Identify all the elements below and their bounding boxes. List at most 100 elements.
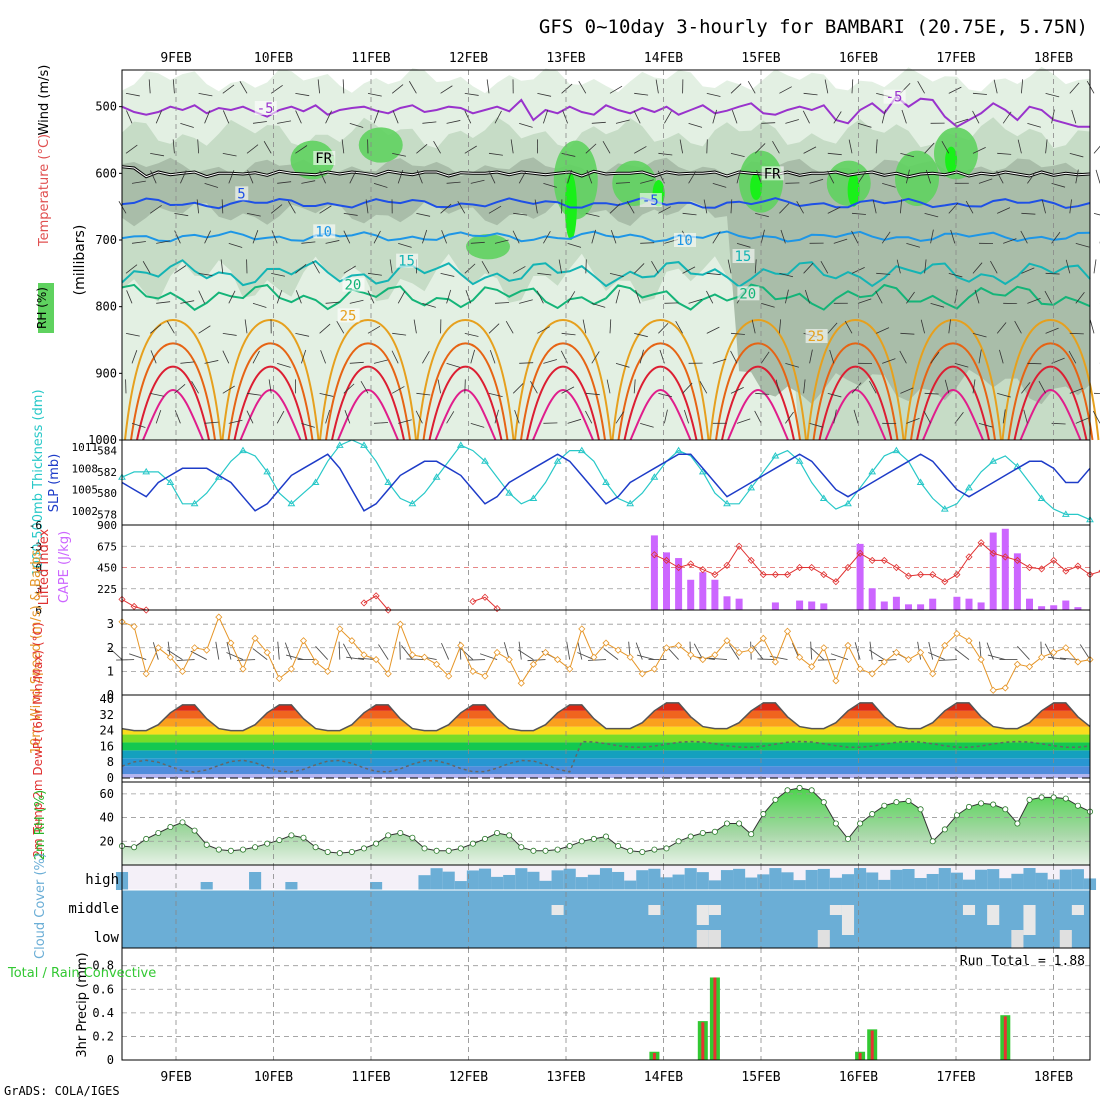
surface-isotherm-arch xyxy=(1013,365,1088,441)
rh-marker xyxy=(1002,806,1009,813)
wind-speed-marker xyxy=(541,648,550,657)
wind-barb xyxy=(125,332,140,337)
cloud-high-bar xyxy=(926,873,939,890)
wind-barb xyxy=(730,350,738,364)
rh-marker xyxy=(131,844,138,851)
wind-barb xyxy=(924,392,939,395)
cloud-high-bar xyxy=(551,870,564,890)
wind-barb xyxy=(978,422,993,428)
wind-barb xyxy=(851,230,859,244)
temp-color-band xyxy=(122,726,1090,735)
isotherm-10 xyxy=(121,230,1091,243)
cape-bar xyxy=(723,596,731,610)
bottom-date-label: 13FEB xyxy=(546,1070,585,1085)
wind-barb xyxy=(706,290,714,304)
li-tick-label: 6 xyxy=(35,604,42,617)
lifted-index-marker xyxy=(493,605,501,613)
wind-barb-10m xyxy=(226,652,244,660)
wind-barb xyxy=(634,92,649,96)
wind-barb xyxy=(882,182,896,188)
freezing-level-inner xyxy=(121,166,1091,178)
wind-barb xyxy=(413,319,417,334)
lifted-index-marker xyxy=(989,549,997,557)
wind-barb xyxy=(941,140,950,154)
wind-speed-marker xyxy=(312,658,320,666)
wind-barb-10m xyxy=(441,642,450,660)
temp-axis-label: 2m Temp 2m DewPt (6hr Min/Max) (°C) xyxy=(31,622,45,857)
thickness-axis-label: 1000-500mb Thickness (dm) xyxy=(31,389,46,576)
precip-tick-label: 0 xyxy=(107,1053,114,1067)
wind-barb xyxy=(295,332,310,337)
rh-marker xyxy=(215,846,222,853)
thickness-marker xyxy=(602,478,610,485)
lifted-index-marker xyxy=(917,571,925,579)
thickness-marker xyxy=(505,489,514,496)
rh-marker xyxy=(615,843,622,850)
wind-barb xyxy=(1045,139,1048,154)
lifted-index-marker xyxy=(675,563,683,572)
top-date-label: 16FEB xyxy=(839,51,878,66)
temp-color-band xyxy=(122,774,1090,779)
cloud-high-bar xyxy=(866,872,879,890)
rh-marker xyxy=(784,787,791,794)
wind-barb xyxy=(397,290,406,304)
cloud-high-bar xyxy=(890,869,903,890)
wind-barb xyxy=(325,301,340,304)
cloud-mid-gap xyxy=(829,905,842,915)
wind-barb xyxy=(252,302,267,308)
wind-barb-10m xyxy=(315,646,329,660)
wind-barb xyxy=(222,385,235,394)
wind-barb xyxy=(317,79,320,94)
cloud-mid-gap xyxy=(708,905,721,915)
wind-barb xyxy=(1045,272,1060,275)
lifted-index-marker xyxy=(832,578,840,586)
wind-barb xyxy=(851,212,866,215)
surface-isotherm-arch xyxy=(221,318,320,441)
wind-barb-10m xyxy=(709,657,728,661)
lifted-index-marker xyxy=(868,556,876,564)
wind-barb xyxy=(730,152,745,157)
wind-barb xyxy=(149,324,162,334)
wind-barb xyxy=(803,262,814,274)
wind-barb xyxy=(1095,169,1100,184)
lifted-index-marker xyxy=(687,560,695,568)
rh-marker xyxy=(155,829,162,836)
rh-moist-core xyxy=(358,127,403,163)
wind-barb xyxy=(948,86,962,94)
rh-marker xyxy=(554,846,561,853)
cape-tick-label: 450 xyxy=(97,562,117,575)
bottom-date-label: 17FEB xyxy=(936,1070,975,1085)
temp-tick-label: 24 xyxy=(100,724,114,738)
wind-barb-10m xyxy=(817,659,836,661)
wind-barb xyxy=(558,259,562,274)
cloud-mid-gap xyxy=(696,905,709,925)
thickness-tick-label: 582 xyxy=(97,466,117,479)
rh-marker xyxy=(385,832,392,839)
contour-label-bg xyxy=(396,253,419,268)
wind-barb xyxy=(640,179,654,184)
wind-barb xyxy=(446,289,452,304)
rh-marker xyxy=(1062,795,1069,802)
wind-barb xyxy=(537,326,550,334)
contour-label-bg xyxy=(254,101,277,115)
temp-color-band xyxy=(122,766,1090,775)
lifted-index-marker xyxy=(1074,562,1082,570)
wind-barb xyxy=(464,145,477,154)
wind-barb xyxy=(923,410,931,424)
thickness-marker xyxy=(166,478,175,485)
top-date-label: 10FEB xyxy=(254,51,293,66)
wind-barb xyxy=(658,152,673,156)
wind-barb-10m xyxy=(938,659,957,661)
thickness-marker xyxy=(989,457,998,464)
lifted-index-marker xyxy=(699,566,707,574)
thickness-marker xyxy=(263,467,272,475)
lifted-index-marker xyxy=(1025,563,1034,572)
pressure-tick-label: 1000 xyxy=(88,433,117,447)
wind-speed-marker xyxy=(554,656,562,664)
wind-barb xyxy=(246,212,261,217)
wind-barb xyxy=(172,79,175,94)
rh-marker xyxy=(457,845,464,852)
surface-isotherm-arch xyxy=(623,365,698,441)
wind-barb xyxy=(567,418,582,424)
surface-isotherm-arch xyxy=(910,342,996,441)
